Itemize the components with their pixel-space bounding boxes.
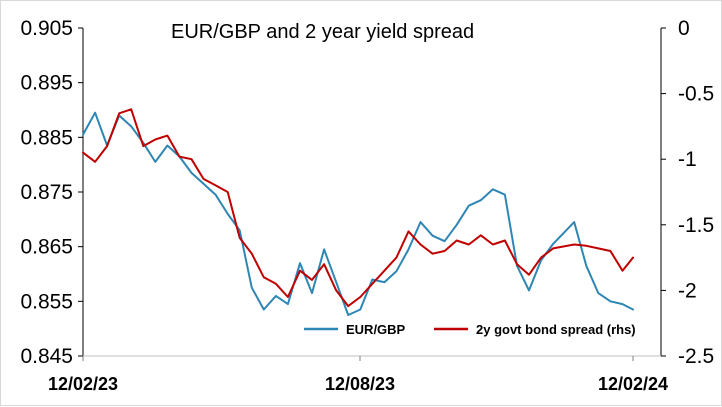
y-right-tick-label: -0.5 xyxy=(678,83,714,106)
y-right-tick-label: -1 xyxy=(678,148,697,171)
legend-label-spread: 2y govt bond spread (rhs) xyxy=(476,322,636,337)
y-right-tick-label: -2 xyxy=(678,279,697,302)
y-right-tick-label: -2.5 xyxy=(678,345,714,368)
series-line-spread xyxy=(82,108,634,308)
y-left-tick-label: 0.865 xyxy=(20,236,73,259)
legend-label-eurgbp: EUR/GBP xyxy=(346,322,406,337)
legend: EUR/GBP 2y govt bond spread (rhs) xyxy=(304,322,636,337)
series-group xyxy=(82,108,634,316)
y-right-tick-label: 0 xyxy=(678,17,690,40)
chart-title: EUR/GBP and 2 year yield spread xyxy=(171,21,474,43)
series-line-eurgbp xyxy=(82,111,634,316)
y-left-tick-label: 0.905 xyxy=(20,17,73,40)
x-tick-label: 12/02/23 xyxy=(48,374,118,394)
y-left-tick-label: 0.885 xyxy=(20,126,73,149)
x-tick-label: 12/02/24 xyxy=(598,374,668,394)
y-left-tick-label: 0.855 xyxy=(20,290,73,313)
y-left-tick-label: 0.875 xyxy=(20,181,73,204)
x-tick-label: 12/08/23 xyxy=(325,374,395,394)
y-right-tick-label: -1.5 xyxy=(678,214,714,237)
y-left-tick-label: 0.895 xyxy=(20,72,73,95)
axes-group: 0.905 0.895 0.885 0.875 0.865 0.855 0.845 0 -0.5… xyxy=(20,17,714,394)
y-left-tick-label: 0.845 xyxy=(20,345,73,368)
